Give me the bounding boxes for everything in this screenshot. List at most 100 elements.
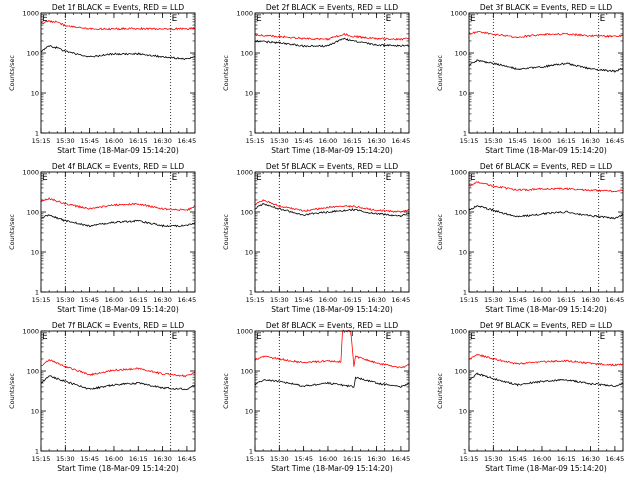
- y-tick-label: 10: [31, 408, 39, 416]
- y-tick-label: 1: [249, 448, 253, 456]
- x-tick-label: 16:15: [343, 296, 362, 304]
- x-tick-label: 16:45: [392, 455, 411, 463]
- x-tick-label: 15:15: [246, 455, 265, 463]
- y-tick-label: 100: [455, 50, 467, 58]
- y-tick-label: 10: [245, 249, 253, 257]
- annotation-label: E: [600, 173, 606, 183]
- x-tick-label: 16:15: [557, 296, 576, 304]
- plot-frame: [40, 12, 196, 134]
- panel-4: Det 4f BLACK = Events, RED = LLD Counts/s…: [8, 162, 196, 314]
- x-tick-label: 15:15: [460, 455, 479, 463]
- y-tick-label: 10: [459, 408, 467, 416]
- x-tick-label: 15:15: [32, 455, 51, 463]
- annotation-label: E: [42, 173, 48, 183]
- y-tick-label: 1000: [236, 169, 253, 177]
- x-tick-label: 16:00: [105, 296, 124, 304]
- y-tick-label: 100: [241, 50, 253, 58]
- x-tick-label: 16:00: [105, 137, 124, 145]
- series-line-lld: [255, 32, 410, 41]
- annotation-label: E: [600, 332, 606, 342]
- panel-1: Det 1f BLACK = Events, RED = LLD Counts/s…: [8, 3, 196, 155]
- x-axis-label: Start Time (18-Mar-09 15:14:20): [57, 146, 179, 155]
- annotation-label: E: [470, 14, 476, 24]
- y-axis-label: Counts/sec: [436, 373, 444, 409]
- y-tick-label: 100: [27, 209, 39, 217]
- annotation-label: E: [470, 332, 476, 342]
- x-tick-label: 16:00: [319, 296, 338, 304]
- y-axis-label: Counts/sec: [222, 55, 230, 91]
- annotation-label: E: [386, 173, 392, 183]
- x-tick-label: 15:45: [294, 137, 313, 145]
- series-line-events: [468, 205, 624, 220]
- x-tick-label: 15:30: [56, 296, 75, 304]
- y-axis-label: Counts/sec: [436, 55, 444, 91]
- y-axis-label: Counts/sec: [8, 55, 16, 91]
- series-line-events: [40, 375, 196, 391]
- series-line-lld: [40, 197, 196, 212]
- y-tick-label: 100: [241, 368, 253, 376]
- y-tick-label: 10: [245, 90, 253, 98]
- y-tick-label: 1000: [236, 328, 253, 336]
- y-tick-label: 1: [35, 448, 39, 456]
- x-tick-label: 15:15: [32, 296, 51, 304]
- panel-title: Det 2f BLACK = Events, RED = LLD: [266, 3, 399, 12]
- x-tick-label: 16:00: [319, 137, 338, 145]
- x-axis-label: Start Time (18-Mar-09 15:14:20): [271, 305, 393, 314]
- x-tick-label: 16:30: [153, 296, 172, 304]
- panel-3: Det 3f BLACK = Events, RED = LLD Counts/s…: [436, 3, 624, 155]
- y-tick-label: 1000: [22, 169, 39, 177]
- y-tick-label: 1000: [236, 10, 253, 18]
- series-line-lld: [468, 30, 624, 39]
- x-tick-label: 15:30: [484, 296, 503, 304]
- annotation-label: E: [256, 332, 262, 342]
- plot-frame: [254, 12, 410, 134]
- y-tick-label: 1000: [22, 10, 39, 18]
- series-line-events: [254, 376, 410, 389]
- x-tick-label: 16:45: [392, 296, 411, 304]
- x-tick-label: 15:15: [32, 137, 51, 145]
- y-tick-label: 10: [31, 90, 39, 98]
- annotation-label: E: [256, 14, 262, 24]
- series-line-events: [254, 202, 410, 218]
- x-tick-label: 15:30: [270, 296, 289, 304]
- plot-frame: [468, 330, 624, 452]
- y-tick-label: 1000: [450, 328, 467, 336]
- x-tick-label: 15:45: [294, 296, 313, 304]
- y-tick-label: 1: [249, 130, 253, 138]
- y-axis-label: Counts/sec: [222, 214, 230, 250]
- x-tick-label: 15:45: [80, 296, 99, 304]
- x-axis-label: Start Time (18-Mar-09 15:14:20): [57, 464, 179, 473]
- x-tick-label: 15:45: [80, 455, 99, 463]
- x-tick-label: 15:45: [80, 137, 99, 145]
- annotation-label: E: [386, 332, 392, 342]
- x-tick-label: 16:45: [606, 137, 625, 145]
- y-tick-label: 1: [35, 130, 39, 138]
- x-tick-label: 15:45: [508, 137, 527, 145]
- x-tick-label: 16:30: [153, 455, 172, 463]
- x-tick-label: 16:30: [367, 455, 386, 463]
- series-line-events: [254, 37, 410, 48]
- x-tick-label: 15:45: [508, 296, 527, 304]
- y-tick-label: 10: [245, 408, 253, 416]
- x-tick-label: 16:30: [581, 296, 600, 304]
- y-tick-label: 100: [455, 368, 467, 376]
- x-tick-label: 16:15: [343, 455, 362, 463]
- panel-title: Det 4f BLACK = Events, RED = LLD: [52, 162, 185, 171]
- y-axis-label: Counts/sec: [8, 373, 16, 409]
- x-axis-label: Start Time (18-Mar-09 15:14:20): [271, 146, 393, 155]
- annotation-label: E: [172, 173, 178, 183]
- series-line-events: [40, 45, 196, 61]
- series-line-events: [468, 372, 624, 388]
- y-tick-label: 100: [241, 209, 253, 217]
- x-tick-label: 16:45: [178, 296, 197, 304]
- y-tick-label: 100: [27, 368, 39, 376]
- y-tick-label: 1000: [22, 328, 39, 336]
- y-axis-label: Counts/sec: [8, 214, 16, 250]
- panel-title: Det 7f BLACK = Events, RED = LLD: [52, 321, 185, 330]
- x-tick-label: 16:30: [153, 137, 172, 145]
- y-axis-label: Counts/sec: [222, 373, 230, 409]
- x-tick-label: 16:15: [557, 455, 576, 463]
- y-tick-label: 100: [455, 209, 467, 217]
- panel-title: Det 5f BLACK = Events, RED = LLD: [266, 162, 399, 171]
- panel-title: Det 9f BLACK = Events, RED = LLD: [480, 321, 613, 330]
